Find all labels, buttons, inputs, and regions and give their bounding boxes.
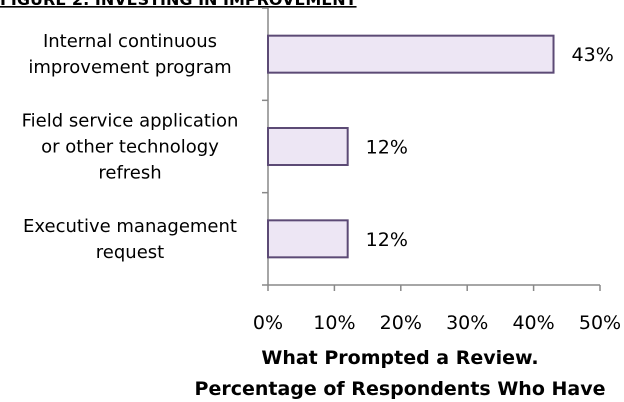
y-tick-label: Internal continuous improvement program — [28, 31, 231, 78]
y-tick-label-line: refresh — [98, 163, 161, 184]
y-tick-label-line: Field service application — [22, 111, 239, 132]
x-tick-label: 0% — [253, 312, 283, 334]
value-label: 12% — [366, 229, 408, 251]
value-label: 12% — [366, 137, 408, 159]
x-axis-label: What Prompted a Review. — [261, 347, 538, 369]
x-tick-label: 30% — [446, 312, 488, 334]
x-tick-label: 50% — [579, 312, 621, 334]
chart-title: FIGURE 2: INVESTING IN IMPROVEMENT — [0, 0, 357, 9]
bar — [267, 34, 555, 74]
y-tick-label-line: improvement program — [28, 57, 231, 78]
value-label: 43% — [572, 44, 614, 66]
y-tick-label: Executive management request — [23, 216, 237, 263]
y-tick-label-line: or other technology — [41, 137, 219, 158]
x-axis-label: Percentage of Respondents Who Have — [195, 378, 606, 400]
y-tick-label-line: Internal continuous — [43, 31, 217, 52]
y-tick-label: Field service application or other techno… — [22, 111, 239, 184]
x-tick-label: 10% — [313, 312, 355, 334]
y-tick-label-line: request — [96, 242, 164, 263]
x-tick-label: 20% — [380, 312, 422, 334]
x-tick-label: 40% — [512, 312, 554, 334]
y-tick-label-line: Executive management — [23, 216, 237, 237]
bar — [267, 219, 349, 259]
bar — [267, 127, 349, 166]
